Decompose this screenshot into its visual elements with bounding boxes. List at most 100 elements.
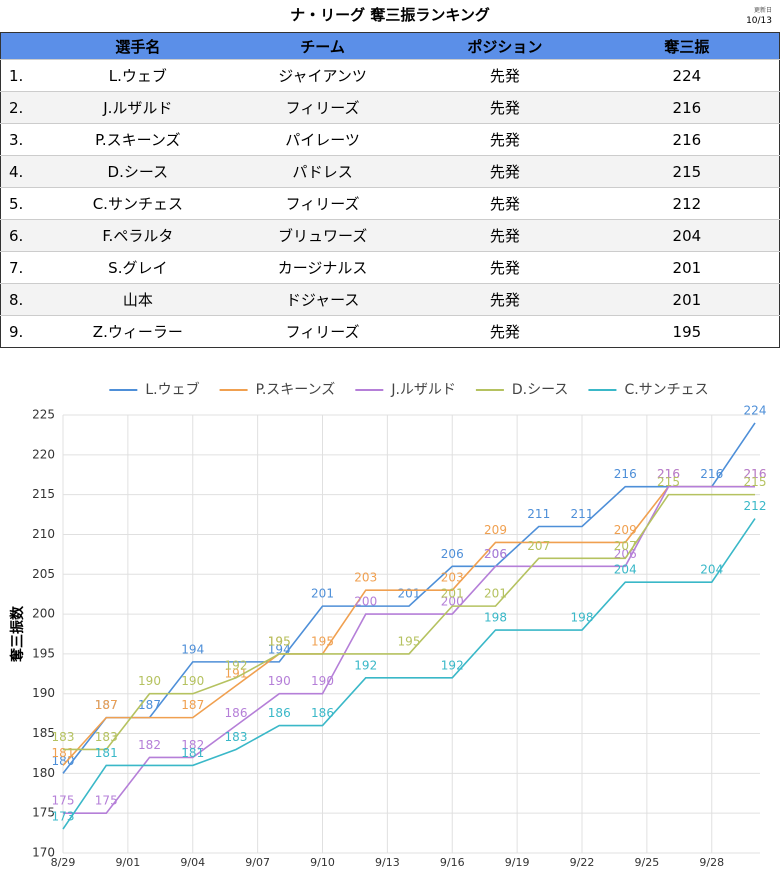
data-label: 190 — [181, 674, 204, 688]
table-row: 7. S.グレイ カージナルス 先発 201 — [0, 251, 780, 284]
table-cell: 4. — [0, 155, 46, 188]
data-label: 209 — [484, 523, 507, 537]
data-label: 206 — [484, 547, 507, 561]
table-cell: 山本 — [45, 283, 231, 316]
table-cell: 6. — [0, 219, 46, 252]
data-label: 180 — [52, 754, 75, 768]
x-tick-label: 9/13 — [375, 856, 400, 869]
data-label: 212 — [744, 499, 767, 513]
table-cell: 8. — [0, 283, 46, 316]
data-label: 207 — [527, 539, 550, 553]
data-label: 183 — [225, 730, 248, 744]
x-tick-label: 9/19 — [505, 856, 530, 869]
data-label: 192 — [225, 658, 248, 672]
data-label: 200 — [441, 595, 464, 609]
header-row: 選手名 チーム ポジション 奪三振 — [0, 32, 780, 60]
series-line — [62, 518, 756, 830]
data-label: 175 — [95, 794, 118, 808]
table-cell: 先発 — [414, 315, 595, 348]
table-row: 6. F.ペラルタ ブリュワーズ 先発 204 — [0, 219, 780, 252]
data-label: 201 — [311, 587, 334, 601]
page-title: ナ・リーグ 奪三振ランキング — [290, 6, 490, 24]
data-label: 186 — [268, 706, 291, 720]
data-label: 216 — [657, 467, 680, 481]
table-cell: D.シース — [45, 155, 231, 188]
data-label: 211 — [571, 507, 594, 521]
data-label: 216 — [700, 467, 723, 481]
y-tick-label: 210 — [32, 527, 55, 541]
data-label: 186 — [225, 706, 248, 720]
y-tick-label: 180 — [32, 766, 55, 780]
y-tick-label: 185 — [32, 726, 55, 740]
legend-label: L.ウェブ — [145, 381, 199, 398]
data-label: 209 — [614, 523, 637, 537]
data-label: 206 — [484, 547, 507, 561]
data-label: 190 — [138, 674, 161, 688]
table-cell: 2. — [0, 91, 46, 124]
data-label: 201 — [484, 587, 507, 601]
table-row: 1. L.ウェブ ジャイアンツ 先発 224 — [0, 59, 780, 92]
table-cell: 216 — [594, 123, 780, 156]
data-label: 191 — [225, 666, 248, 680]
data-label: 204 — [700, 563, 723, 577]
table-cell: ブリュワーズ — [230, 219, 415, 252]
series-line — [63, 485, 755, 814]
table-row: 9. Z.ウィーラー フィリーズ 先発 195 — [0, 315, 780, 348]
data-label: 216 — [614, 467, 637, 481]
data-label: 201 — [398, 587, 421, 601]
y-tick-label: 190 — [32, 686, 55, 700]
table-cell: 3. — [0, 123, 46, 156]
table-cell: ドジャース — [230, 283, 415, 316]
table-cell: 204 — [594, 219, 780, 252]
data-label: 194 — [268, 642, 291, 656]
y-axis-title: 奪三振数 — [9, 605, 26, 663]
table-cell: フィリーズ — [230, 315, 415, 348]
header-cell: チーム — [230, 32, 415, 60]
data-label: 215 — [657, 475, 680, 489]
legend-label: J.ルザルド — [390, 382, 456, 398]
x-tick-label: 9/01 — [116, 856, 141, 869]
data-label: 173 — [52, 810, 75, 824]
table-cell: P.スキーンズ — [45, 123, 231, 156]
table-cell: 先発 — [414, 91, 595, 124]
table-cell: 先発 — [414, 123, 595, 156]
table-cell: 195 — [594, 315, 780, 348]
table-cell: パドレス — [230, 155, 415, 188]
y-tick-label: 195 — [32, 646, 55, 660]
y-tick-label: 170 — [32, 846, 55, 860]
table-cell: 216 — [594, 91, 780, 124]
table-cell: 224 — [594, 59, 780, 92]
table-cell: 先発 — [414, 155, 595, 188]
data-label: 183 — [95, 730, 118, 744]
x-tick-label: 9/16 — [440, 856, 465, 869]
table-cell: S.グレイ — [45, 251, 231, 284]
header-cell: ポジション — [414, 32, 595, 60]
data-label: 181 — [95, 746, 118, 760]
legend-label: C.サンチェス — [624, 382, 708, 398]
table-cell: フィリーズ — [230, 91, 415, 124]
x-tick-label: 9/04 — [180, 856, 205, 869]
data-label: 187 — [95, 698, 118, 712]
table-cell: 先発 — [414, 187, 595, 220]
legend-label: D.シース — [512, 382, 569, 398]
data-label: 216 — [657, 467, 680, 481]
data-label: 186 — [311, 706, 334, 720]
y-tick-label: 225 — [32, 408, 55, 422]
table-row: 2. J.ルザルド フィリーズ 先発 216 — [0, 91, 780, 124]
data-label: 181 — [52, 746, 75, 760]
table-cell: 先発 — [414, 283, 595, 316]
data-label: 190 — [311, 674, 334, 688]
data-label: 200 — [354, 595, 377, 609]
update-date: 10/13 — [746, 16, 772, 26]
data-label: 182 — [138, 738, 161, 752]
table-cell: 先発 — [414, 59, 595, 92]
data-label: 187 — [181, 698, 204, 712]
x-tick-label: 9/28 — [699, 856, 724, 869]
series-line — [62, 422, 756, 774]
table-cell: 先発 — [414, 251, 595, 284]
table-body: 1. L.ウェブ ジャイアンツ 先発 224 2. J.ルザルド フィリーズ 先発 216 3. P.… — [0, 59, 780, 348]
data-label: 215 — [744, 475, 767, 489]
table-row: 5. C.サンチェス フィリーズ 先発 212 — [0, 187, 780, 220]
table-cell: フィリーズ — [230, 187, 415, 220]
data-label: 204 — [614, 563, 637, 577]
